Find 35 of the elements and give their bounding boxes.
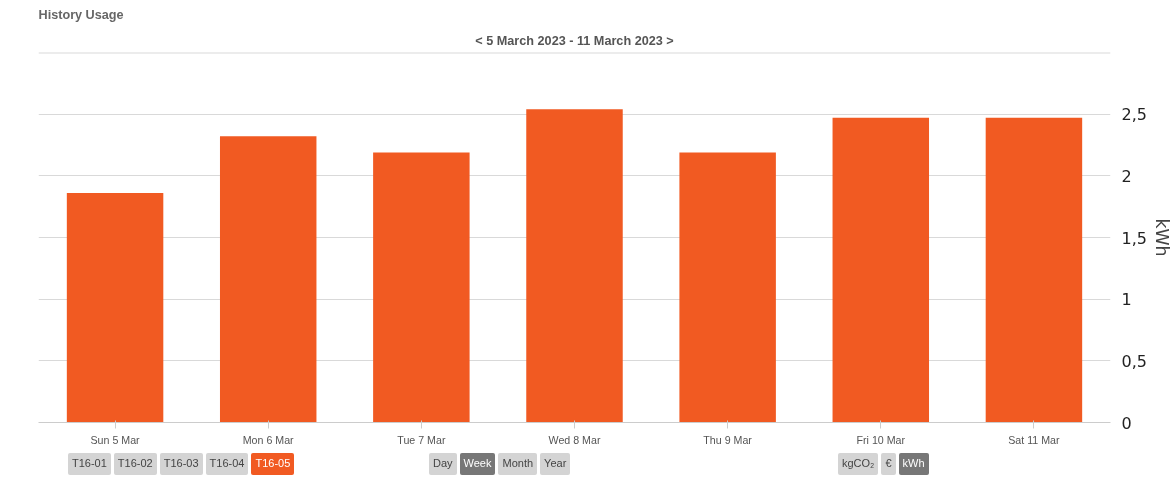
- chart-subtitle: < 5 March 2023 - 11 March 2023 >: [475, 33, 674, 48]
- bar: [985, 117, 1083, 423]
- text: kWh: [898, 453, 929, 475]
- text: Week: [459, 453, 496, 475]
- x-tick-label: Tue 7 Mar: [397, 433, 446, 446]
- x-tick-label: Mon 6 Mar: [242, 433, 295, 446]
- text: Year: [540, 453, 571, 475]
- bar: [373, 152, 470, 423]
- text: T16-04: [205, 453, 249, 475]
- bar: [832, 117, 930, 423]
- text: €: [881, 453, 896, 475]
- bar: [526, 109, 623, 423]
- text: T16-05: [251, 453, 295, 475]
- text: T16-02: [113, 453, 157, 475]
- text: T16-03: [159, 453, 203, 475]
- text: T16-01: [68, 453, 111, 475]
- y-tick-label: 2: [1121, 166, 1132, 186]
- bar: [219, 136, 317, 423]
- y-tick-label: 1: [1121, 290, 1132, 310]
- x-tick-label: Thu 9 Mar: [703, 433, 753, 446]
- bar: [66, 193, 164, 423]
- y-tick-label: 2,5: [1121, 105, 1147, 125]
- bar: [679, 152, 776, 423]
- text: Day: [429, 453, 457, 475]
- y-tick-label: 0: [1121, 413, 1132, 433]
- x-tick-label: Fri 10 Mar: [856, 433, 906, 446]
- x-tick-label: Wed 8 Mar: [548, 433, 601, 446]
- y-axis-title: kWh: [1151, 218, 1172, 257]
- y-tick-label: 0,5: [1121, 351, 1147, 371]
- chart-title: History Usage: [38, 7, 124, 22]
- text: kgCO₂: [838, 453, 879, 475]
- x-tick-label: Sat 11 Mar: [1008, 433, 1061, 446]
- y-tick-label: 1,5: [1121, 228, 1147, 248]
- x-tick-label: Sun 5 Mar: [90, 433, 141, 446]
- text: Month: [498, 453, 538, 475]
